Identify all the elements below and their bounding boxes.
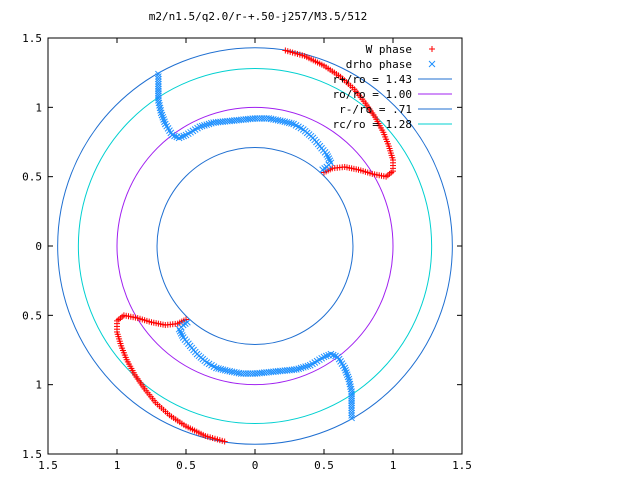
series-2-point xyxy=(332,352,339,360)
series-2-point xyxy=(155,78,162,85)
series-2-point xyxy=(342,366,349,374)
series-2-point xyxy=(159,113,167,121)
series-2-point xyxy=(175,134,183,142)
series-2-point xyxy=(155,80,162,88)
series-2-point xyxy=(168,131,176,139)
series-2-point xyxy=(306,361,314,369)
series-2-point xyxy=(344,373,352,381)
series-2-point xyxy=(179,334,187,341)
series-2-point xyxy=(348,404,355,412)
series-2-point xyxy=(304,362,312,370)
chart-title: m2/n1.5/q2.0/r-+.50-j257/M3.5/512 xyxy=(149,10,368,23)
series-2-point xyxy=(161,118,168,126)
reference-circles xyxy=(57,47,453,445)
series-2-point xyxy=(171,132,178,140)
data-markers xyxy=(114,47,396,445)
series-2-point xyxy=(346,378,353,385)
series-2-point xyxy=(347,385,355,393)
series-2-point xyxy=(343,369,350,376)
series-2-point xyxy=(334,353,342,361)
series-2-point xyxy=(348,412,355,419)
series-2-point xyxy=(177,330,185,337)
x-tick-label: 1.5 xyxy=(38,459,58,472)
series-2-point xyxy=(348,414,355,422)
x-tick-label: 0.5 xyxy=(176,459,196,472)
series-2-point xyxy=(297,364,305,372)
series-2-point xyxy=(347,383,354,390)
series-2-point xyxy=(156,104,164,112)
series-2-point xyxy=(178,332,186,339)
x-tick-label: 0.5 xyxy=(314,459,334,472)
y-tick-label: 1 xyxy=(35,101,42,114)
series-2-point xyxy=(288,120,295,127)
series-2-point xyxy=(156,102,163,109)
legend-label: r+/ro = 1.43 xyxy=(333,73,412,86)
series-2-point xyxy=(324,153,332,160)
series-2-point xyxy=(198,122,206,130)
series-2-point xyxy=(180,132,188,140)
series-2-point xyxy=(348,409,355,417)
series-2-point xyxy=(325,155,333,162)
x-tick-label: 1 xyxy=(114,459,121,472)
circle-3 xyxy=(156,147,354,345)
series-2-point xyxy=(155,75,162,83)
legend-marker-plus xyxy=(429,46,435,52)
series-2-point xyxy=(176,327,184,335)
series-2-point xyxy=(201,122,208,129)
legend-label: W phase xyxy=(366,43,412,56)
circle-1 xyxy=(57,47,453,445)
legend: W phase drho phase r+/ro = 1.43 ro/ro = 1.0… xyxy=(333,43,452,131)
legend-label: drho phase xyxy=(346,58,412,71)
series-2-point xyxy=(155,97,162,104)
series-2-point xyxy=(299,363,307,371)
series-2-point xyxy=(160,116,167,123)
series-2-point xyxy=(319,166,326,174)
series-2-point xyxy=(345,375,353,383)
series-2-point xyxy=(178,133,185,141)
series-2-point xyxy=(184,318,191,326)
legend-label: rc/ro = 1.28 xyxy=(333,118,412,131)
series-2-point xyxy=(322,352,330,360)
series-2-point xyxy=(326,157,334,165)
series-2-point xyxy=(325,351,332,359)
series-2-point xyxy=(348,388,355,395)
series-2-point xyxy=(327,350,335,358)
series-2-point xyxy=(157,109,165,117)
series-2-point xyxy=(205,120,213,128)
series-2-point xyxy=(323,151,331,158)
series-2-point xyxy=(215,365,222,372)
legend-label: r-/ro = .71 xyxy=(339,103,412,116)
legend-marker-cross xyxy=(428,60,436,68)
series-2-point xyxy=(157,107,164,114)
series-2-point xyxy=(346,380,354,388)
x-tick-label: 1 xyxy=(390,459,397,472)
series-2-point xyxy=(203,121,211,129)
y-tick-label: 0 xyxy=(35,240,42,253)
y-tick-label: 1.5 xyxy=(22,448,42,461)
y-tick-label: 0.5 xyxy=(22,309,42,322)
series-2-point xyxy=(196,123,204,131)
series-2-point xyxy=(158,111,166,119)
series-2-point xyxy=(155,73,162,80)
y-tick-label: 1 xyxy=(35,379,42,392)
series-2-point xyxy=(155,99,163,107)
circle-4 xyxy=(77,68,433,424)
series-2-point xyxy=(343,371,351,379)
legend-label: ro/ro = 1.00 xyxy=(333,88,412,101)
axis-ticks: 1.5 1 0.5 0 0.5 1 1.51.510.500.511.5 xyxy=(22,32,472,472)
series-2-point xyxy=(302,363,309,370)
y-tick-label: 1.5 xyxy=(22,32,42,45)
circle-2 xyxy=(116,106,394,386)
x-tick-label: 0 xyxy=(252,459,259,472)
series-2-point xyxy=(155,70,162,78)
y-tick-label: 0.5 xyxy=(22,171,42,184)
x-tick-label: 1.5 xyxy=(452,459,472,472)
series-2-point xyxy=(348,407,355,414)
